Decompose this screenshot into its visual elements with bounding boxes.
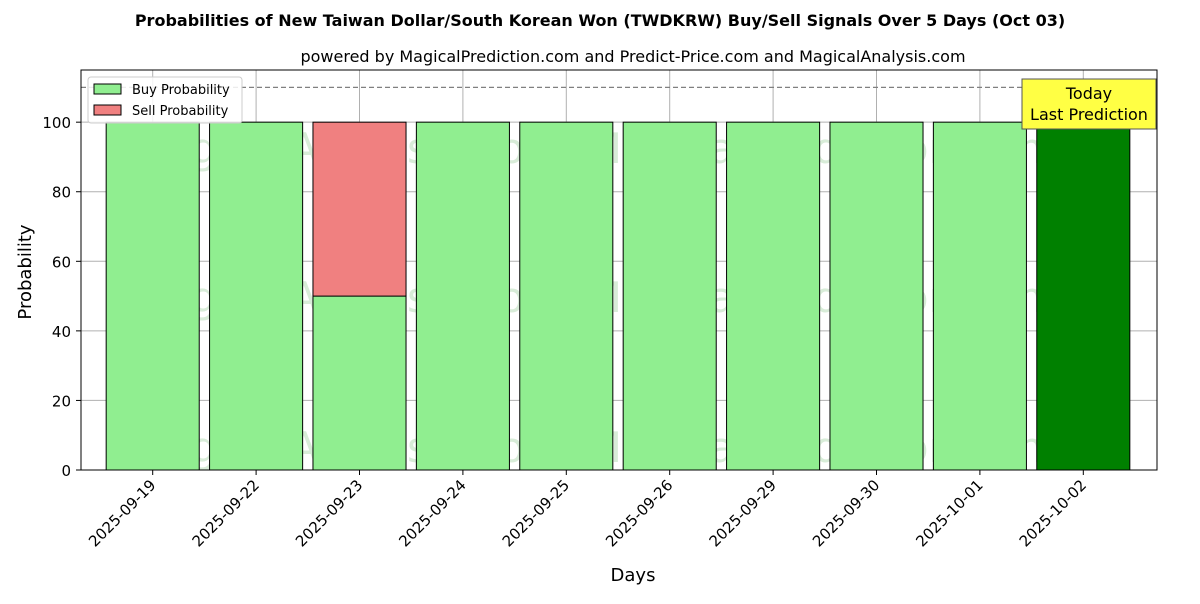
buy-bar — [726, 121, 821, 471]
legend-swatch — [93, 104, 122, 116]
legend-swatch — [93, 83, 122, 95]
buy-bar — [1036, 121, 1131, 471]
buy-bar — [829, 121, 924, 471]
y-tick-label: 80 — [52, 184, 71, 202]
y-tick-label: 60 — [52, 253, 71, 271]
x-axis-label: Days — [611, 565, 656, 586]
x-tick-label: 2025-09-30 — [809, 476, 883, 550]
annotation-text: Last Prediction — [1030, 105, 1148, 124]
annotation-text: Today — [1065, 84, 1112, 103]
chart-title: Probabilities of New Taiwan Dollar/South… — [135, 11, 1065, 30]
y-axis-label: Probability — [15, 224, 36, 319]
buy-bar — [932, 121, 1027, 471]
bars-layer — [105, 121, 1131, 471]
x-tick-label: 2025-10-02 — [1016, 476, 1090, 550]
y-tick-label: 100 — [42, 114, 71, 132]
x-tick-label: 2025-09-22 — [189, 476, 263, 550]
buy-bar — [312, 295, 407, 471]
buy-bar — [519, 121, 614, 471]
legend-label: Sell Probability — [132, 104, 229, 119]
annotation-box — [1021, 78, 1157, 130]
x-tick-label: 2025-09-29 — [706, 476, 780, 550]
plot-frame — [80, 69, 1158, 471]
legend-label: Buy Probability — [132, 83, 230, 98]
buy-bar — [622, 121, 717, 471]
buy-bar — [105, 121, 200, 471]
today-annotation: Today Last Prediction — [1021, 78, 1157, 130]
legend: Buy Probability Sell Probability — [87, 76, 243, 124]
legend-box — [87, 76, 243, 124]
x-tick-label: 2025-09-25 — [499, 476, 573, 550]
x-tick-label: 2025-09-24 — [395, 476, 469, 550]
x-tick-label: 2025-10-01 — [912, 476, 986, 550]
x-tick-label: 2025-09-26 — [602, 476, 676, 550]
x-tick-label: 2025-09-23 — [292, 476, 366, 550]
buy-bar — [209, 121, 304, 471]
y-tick-label: 0 — [61, 462, 71, 480]
y-tick-label: 20 — [52, 392, 71, 410]
sell-bar — [312, 121, 407, 297]
buy-bar — [415, 121, 510, 471]
x-tick-label: 2025-09-19 — [85, 476, 159, 550]
y-tick-label: 40 — [52, 323, 71, 341]
chart-subtitle: powered by MagicalPrediction.com and Pre… — [300, 47, 965, 66]
